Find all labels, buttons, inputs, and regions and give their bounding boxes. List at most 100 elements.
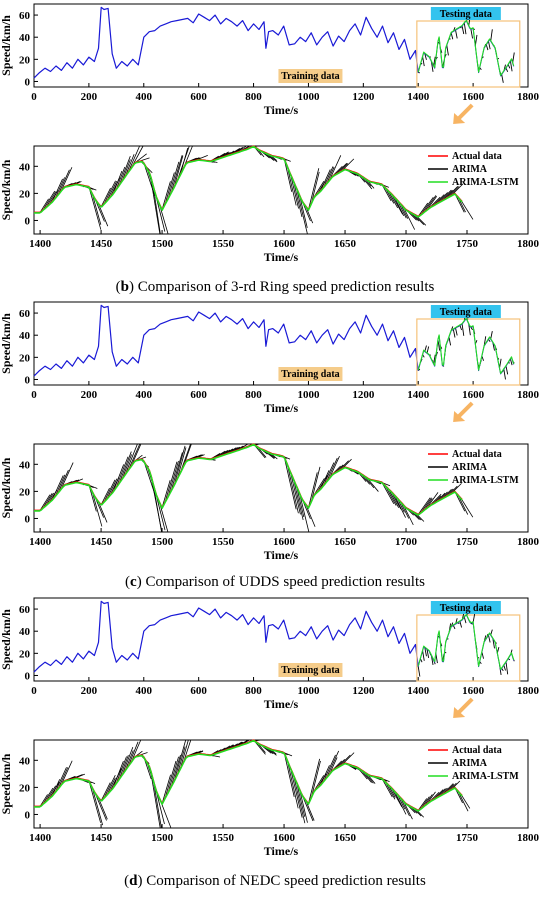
caption-text: Comparison of 3-rd Ring speed prediction… <box>133 279 435 295</box>
section-d-training-label-box <box>278 663 343 677</box>
section-b-overview-training-line <box>33 6 419 79</box>
section-b-detail-arima-spike <box>179 147 189 175</box>
section-c-detail-arima-spike <box>164 461 178 502</box>
section-b-detail-xtick-label: 1600 <box>273 238 296 250</box>
section-d-detail-xlabel: Time/s <box>264 844 299 858</box>
section-b-overview-xtick-label: 200 <box>81 91 98 103</box>
section-b-detail-arima-spike <box>39 198 49 213</box>
section-d-detail-xtick-label: 1550 <box>212 832 235 844</box>
section-c-detail-arima-spike <box>170 452 183 491</box>
section-c-detail-xtick-label: 1500 <box>151 536 174 548</box>
section-d-detail-arima-spike <box>173 739 187 781</box>
section-d-overview-arima-spike <box>417 666 421 677</box>
section-b-overview-arima-spike <box>509 61 513 72</box>
section-d-detail-xtick-label: 1500 <box>151 832 174 844</box>
section-b-overview-arima-spike <box>470 29 474 39</box>
section-c-detail-xtick-label: 1650 <box>334 536 357 548</box>
section-b-training-label-box <box>278 69 343 83</box>
section-d-overview-arima-spike <box>463 617 467 624</box>
section-b-detail-arima-spike <box>420 196 434 215</box>
section-d-legend-label: ARIMA <box>452 758 488 769</box>
section-c-detail-arima-spike <box>417 497 431 515</box>
section-d-detail-arima-spike <box>94 792 107 821</box>
caption-letter: b <box>120 279 129 295</box>
section-b-detail-arima-spike <box>119 156 131 185</box>
section-d-overview-ytick-label: 60 <box>19 604 31 616</box>
section-b-detail-arima-spike <box>170 155 183 193</box>
section-c-detail-arima-spike <box>91 490 103 527</box>
section-c-testing-label-box <box>430 305 501 318</box>
section-c-detail-arima-spike <box>42 493 53 508</box>
section-c-detail-arima-spike <box>112 464 125 492</box>
section-c-detail-arima-spike <box>289 470 301 515</box>
section-c-detail-arima-spike <box>119 451 132 483</box>
section-b-overview-arima-spike <box>424 53 427 60</box>
section-d-zoom-arrow <box>456 697 474 715</box>
section-b-detail-arima-spike <box>100 187 111 208</box>
section-d-detail-arima-spike <box>88 780 102 823</box>
caption-b: (b) Comparison of 3-rd Ring speed predic… <box>115 279 435 295</box>
section-b-detail-arima-spike <box>314 181 325 197</box>
section-b-overview-arima-spike <box>490 29 493 42</box>
section-d-overview-ylabel: Speed/km/h <box>0 609 13 670</box>
section-c-detail-arima-spike <box>314 478 325 495</box>
section-b-overview-arima-spike <box>488 41 491 50</box>
section-d-detail-ytick-label: 40 <box>19 755 31 767</box>
section-b-overview-arima-spike <box>422 56 425 67</box>
section-d-overview-axes-frame <box>33 597 529 682</box>
section-d-overview-arima-spike <box>452 625 456 630</box>
section-d-detail-arima-spike <box>48 782 60 799</box>
section-c-detail-arima-spike <box>58 469 69 493</box>
section-c-overview-ytick-label: 20 <box>19 352 31 364</box>
section-c-detail-xtick-label: 1550 <box>212 536 235 548</box>
section-c-overview-lstm-line <box>417 318 515 374</box>
section-d-overview-xtick-label: 600 <box>190 685 207 697</box>
section-d-detail-arima-spike <box>106 777 116 795</box>
section-c-overview-xtick-label: 1600 <box>462 389 485 401</box>
section-b-overview-arima-spike <box>505 67 509 72</box>
section-d-detail-arima-spike <box>42 787 54 804</box>
section-d-detail-arima-spike <box>442 783 454 795</box>
section-b-detail-arima-spike <box>58 169 70 195</box>
section-d-detail-xtick-label: 1700 <box>395 832 418 844</box>
section-c-detail-arima-spike <box>317 475 329 492</box>
section-b-detail-arima-spike <box>423 195 437 212</box>
section-d-overview-arima-spike <box>488 635 491 643</box>
section-c-overview-ylabel: Speed/km/h <box>0 313 13 374</box>
section-c-detail-xtick-label: 1700 <box>395 536 418 548</box>
section-d-overview-ytick-label: 20 <box>19 648 31 660</box>
section-c-overview-ytick-label: 60 <box>19 308 31 320</box>
section-d-test-window <box>416 614 521 682</box>
section-b-detail-xlabel: Time/s <box>264 250 299 264</box>
section-d-overview-arima-spike <box>426 649 430 659</box>
section-d-overview-xtick-label: 1600 <box>462 685 485 697</box>
section-d-detail-arima-spike <box>167 756 179 793</box>
section-b-detail-arima-spike <box>460 199 474 220</box>
section-d-overview-xtick-label: 0 <box>31 685 37 697</box>
section-b-detail-arima-spike <box>115 166 126 190</box>
section-b-detail-arima-spike <box>54 177 65 198</box>
section-d-detail-arima-spike <box>161 774 171 804</box>
section-b-detail-xtick-label: 1750 <box>456 238 479 250</box>
section-c-overview-arima-spike <box>433 354 436 365</box>
section-b-testing-label-box <box>430 7 501 20</box>
section-c-overview-arima-spike <box>452 329 456 338</box>
section-b-training-label: Training data <box>281 71 339 82</box>
section-d-detail-arima-spike <box>103 775 116 798</box>
section-d-detail-arima-spike <box>179 739 189 769</box>
section-c-detail-arima-spike <box>176 447 187 479</box>
section-b-detail-arima-spike <box>97 202 109 227</box>
section-c-overview-xtick-label: 800 <box>245 389 262 401</box>
section-d-overview-xtick-label: 1400 <box>407 685 430 697</box>
section-c-overview-arima-spike <box>459 325 463 331</box>
section-b-detail-arima-spike <box>320 169 331 191</box>
section-d-detail-arima-spike <box>45 785 57 802</box>
section-d-overview-arima-spike <box>459 621 463 628</box>
section-b-detail-arima-spike <box>125 154 135 176</box>
section-d-testing-label: Testing data <box>440 603 492 614</box>
section-b-detail-arima-spike <box>45 191 57 208</box>
section-b-overview-xtick-label: 0 <box>31 91 37 103</box>
section-b-detail-lstm-line <box>34 145 463 218</box>
section-b-detail-arima-spike <box>164 172 175 204</box>
